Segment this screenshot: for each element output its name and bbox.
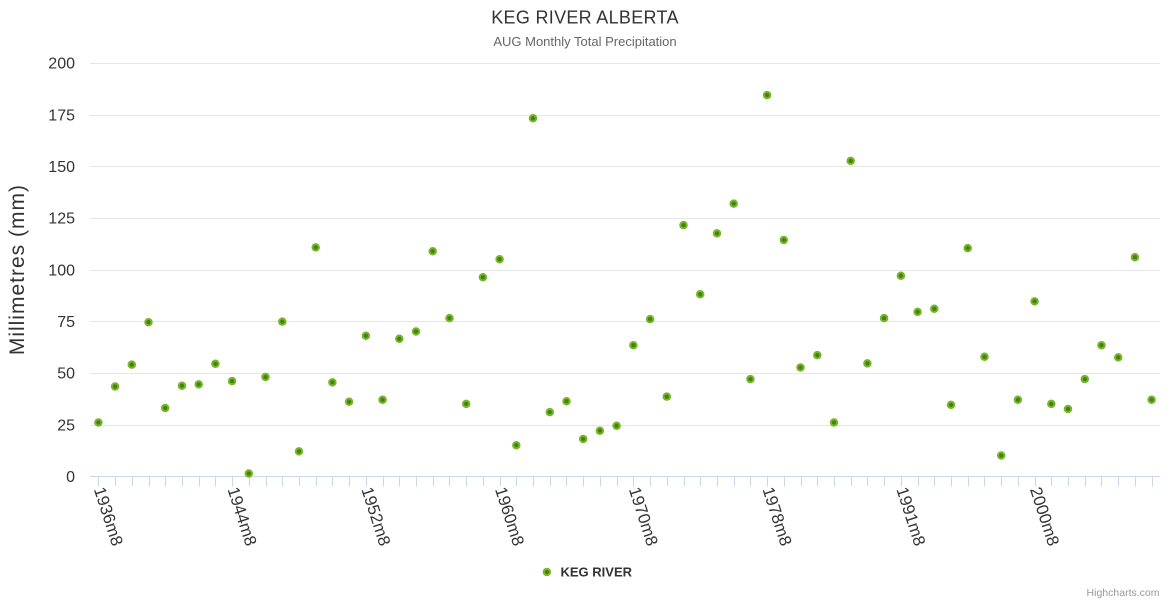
svg-text:100: 100 [48,262,75,279]
svg-text:Highcharts.com: Highcharts.com [1087,587,1160,599]
svg-text:200: 200 [48,56,75,73]
svg-text:125: 125 [48,211,75,228]
svg-text:150: 150 [48,159,75,176]
svg-text:175: 175 [48,107,75,124]
svg-text:0: 0 [66,469,75,486]
svg-text:50: 50 [57,366,75,383]
svg-text:75: 75 [57,314,75,331]
svg-text:KEG RIVER ALBERTA: KEG RIVER ALBERTA [491,8,679,28]
svg-text:25: 25 [57,417,75,434]
svg-text:Millimetres (mm): Millimetres (mm) [6,184,29,355]
svg-text:AUG Monthly Total Precipitatio: AUG Monthly Total Precipitation [493,34,676,49]
svg-text:KEG RIVER: KEG RIVER [561,565,633,580]
